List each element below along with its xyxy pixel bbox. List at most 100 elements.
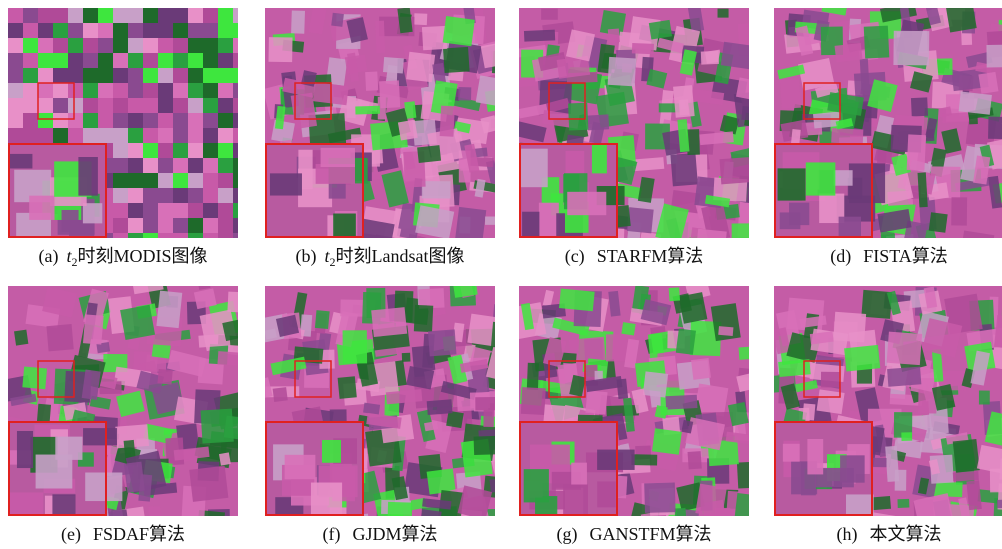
field: [414, 13, 427, 25]
pixel: [143, 218, 158, 233]
field: [406, 52, 435, 83]
caption: (d)FISTA算法: [830, 246, 948, 267]
inset-field: [778, 168, 806, 200]
field: [652, 428, 682, 455]
field: [157, 369, 172, 385]
pixel: [98, 113, 113, 128]
field: [585, 390, 607, 414]
inset-field: [62, 210, 79, 232]
pixel: [98, 23, 113, 38]
pixel: [233, 218, 248, 233]
pixel: [218, 173, 233, 188]
inset-field: [783, 444, 800, 462]
pixel: [23, 68, 38, 83]
field: [669, 287, 680, 301]
field: [739, 345, 773, 360]
pixel: [233, 98, 248, 113]
field: [831, 128, 863, 144]
field: [688, 451, 702, 469]
field: [474, 436, 502, 455]
field: [331, 13, 344, 27]
field: [631, 454, 657, 465]
pixel: [23, 98, 38, 113]
pixel: [188, 113, 203, 128]
field: [907, 134, 926, 170]
pixel: [203, 143, 218, 158]
pixel: [188, 38, 203, 53]
pixel: [8, 128, 23, 143]
caption-label: (b): [296, 246, 317, 267]
figure: (a)t2时刻MODIS图像(b)t2时刻Landsat图像(c)STARFM算…: [0, 0, 1002, 549]
inset-field: [839, 217, 861, 246]
field: [83, 314, 104, 344]
pixel: [53, 98, 68, 113]
pixel: [158, 203, 173, 218]
caption-text: 本文算法: [870, 524, 942, 544]
pixel: [113, 98, 128, 113]
pixel: [188, 53, 203, 68]
field: [402, 353, 411, 362]
field: [338, 376, 357, 399]
pixel: [68, 68, 83, 83]
field: [821, 372, 839, 388]
pixel: [143, 128, 158, 143]
pixel: [128, 68, 143, 83]
field: [644, 483, 675, 513]
pixel: [23, 83, 38, 98]
pixel: [53, 53, 68, 68]
pixel: [83, 38, 98, 53]
pixel: [38, 38, 53, 53]
inset-field: [789, 203, 809, 226]
pixel: [98, 98, 113, 113]
field: [734, 493, 766, 523]
caption: (g)GANSTFM算法: [556, 524, 711, 545]
field: [929, 212, 948, 232]
pixel: [173, 53, 188, 68]
field: [945, 0, 977, 32]
pixel: [128, 128, 143, 143]
pixel: [53, 38, 68, 53]
pixel: [218, 38, 233, 53]
field: [720, 157, 751, 184]
caption-text: 时刻MODIS图像: [77, 246, 207, 266]
pixel: [158, 8, 173, 23]
pixel: [143, 38, 158, 53]
pixel: [113, 83, 128, 98]
pixel: [158, 38, 173, 53]
pixel: [23, 128, 38, 143]
inset-field: [311, 483, 342, 517]
pixel: [173, 203, 188, 218]
pixel: [218, 53, 233, 68]
pixel: [23, 23, 38, 38]
field: [887, 367, 921, 387]
panel-image: [506, 268, 790, 540]
inset-field: [597, 481, 615, 507]
pixel: [8, 23, 23, 38]
field: [741, 106, 765, 122]
pixel: [173, 143, 188, 158]
caption-label: (h): [837, 524, 858, 545]
pixel: [233, 23, 248, 38]
field: [388, 502, 413, 519]
pixel: [68, 83, 83, 98]
pixel: [68, 128, 83, 143]
pixel: [218, 68, 233, 83]
pixel: [233, 128, 248, 143]
pixel: [38, 68, 53, 83]
field: [761, 483, 774, 499]
field: [239, 304, 268, 316]
pixel: [203, 218, 218, 233]
field: [715, 508, 731, 537]
pixel: [203, 83, 218, 98]
caption: (f)GJDM算法: [323, 524, 438, 545]
pixel: [128, 38, 143, 53]
field: [947, 255, 978, 278]
field: [673, 85, 695, 118]
panel-image: [254, 0, 534, 272]
field: [750, 441, 767, 452]
inset-field: [322, 440, 341, 463]
inset-field: [522, 212, 539, 239]
inset-field: [806, 162, 836, 195]
field: [643, 371, 668, 397]
pixel: [113, 8, 128, 23]
